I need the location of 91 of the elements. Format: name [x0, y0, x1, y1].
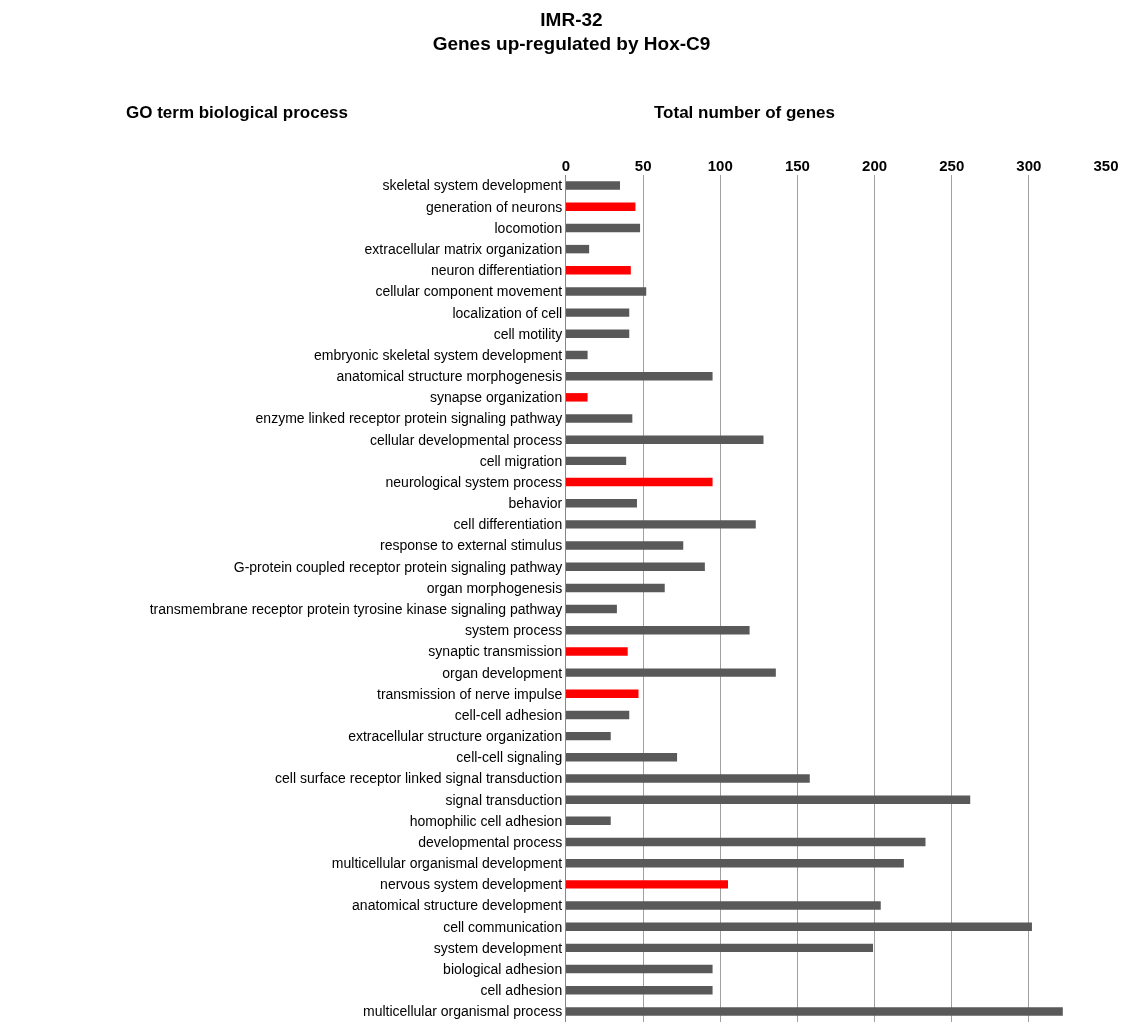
bar	[566, 922, 1032, 931]
y-tick-label: synaptic transmission	[428, 643, 563, 660]
bar	[566, 244, 590, 254]
y-tick-label: cell surface receptor linked signal transduction	[275, 770, 563, 787]
x-tick-label: 0	[561, 157, 571, 174]
y-tick-label: synapse organization	[429, 389, 563, 406]
bar	[566, 223, 641, 233]
bar	[566, 795, 971, 804]
y-tick-label: multicellular organismal process	[363, 1003, 563, 1020]
y-tick-label: transmission of nerve impulse	[377, 685, 563, 702]
y-tick-label: homophilic cell adhesion	[409, 812, 563, 829]
y-tick-label: system process	[464, 622, 563, 639]
y-tick-label: anatomical structure development	[352, 897, 563, 914]
x-axis-title: Total number of genes	[654, 103, 836, 122]
bar	[566, 689, 639, 699]
bar	[566, 456, 627, 466]
bar	[566, 837, 926, 847]
bar	[566, 986, 713, 995]
bar	[566, 393, 588, 402]
bar	[566, 181, 620, 190]
y-tick-label: localization of cell	[452, 304, 563, 321]
bar	[566, 435, 764, 444]
bar	[566, 371, 713, 381]
bar	[566, 202, 636, 211]
y-tick-label: behavior	[508, 495, 563, 512]
y-tick-label: biological adhesion	[443, 960, 563, 977]
bar	[566, 731, 611, 741]
x-tick-label: 100	[707, 157, 733, 174]
y-tick-label: cell motility	[493, 325, 563, 342]
y-tick-label: organ morphogenesis	[426, 579, 563, 596]
y-tick-label: neuron differentiation	[430, 262, 563, 279]
y-tick-label: cell-cell adhesion	[454, 706, 563, 723]
bar	[566, 583, 665, 593]
bar	[566, 901, 881, 910]
y-tick-label: generation of neurons	[425, 198, 563, 215]
y-tick-label: G-protein coupled receptor protein signaling pathway	[233, 558, 563, 575]
y-tick-label: developmental process	[418, 833, 563, 850]
bar	[566, 668, 776, 677]
x-tick-label: 200	[862, 157, 888, 174]
y-tick-label: cell-cell signaling	[456, 749, 563, 766]
y-tick-label: neurological system process	[385, 473, 563, 490]
x-tick-label: 350	[1093, 157, 1119, 174]
bar	[566, 477, 713, 487]
y-tick-label: cell adhesion	[480, 982, 563, 999]
bar	[566, 964, 713, 974]
bar	[566, 647, 628, 656]
bar	[566, 266, 631, 275]
y-tick-label: nervous system development	[380, 876, 563, 893]
bar	[566, 541, 684, 550]
x-tick-label: 50	[634, 157, 652, 174]
bar	[566, 1007, 1063, 1016]
bar	[566, 858, 904, 868]
y-tick-label: cell differentiation	[453, 516, 563, 533]
bar	[566, 329, 630, 339]
y-tick-label: skeletal system development	[382, 177, 563, 194]
bar	[566, 774, 810, 783]
bar	[566, 414, 633, 423]
bar	[566, 943, 874, 953]
bar	[566, 710, 630, 720]
bar	[566, 350, 588, 360]
bar	[566, 753, 678, 762]
bar	[566, 308, 630, 317]
y-tick-label: embryonic skeletal system development	[313, 346, 563, 363]
x-tick-label: 300	[1016, 157, 1042, 174]
bar	[566, 880, 728, 889]
y-tick-label: extracellular matrix organization	[364, 241, 563, 258]
y-tick-label: cellular developmental process	[369, 431, 563, 448]
x-tick-label: 250	[939, 157, 965, 174]
y-tick-label: response to external stimulus	[380, 537, 563, 554]
y-tick-label: system development	[433, 939, 563, 956]
bar	[566, 626, 750, 635]
y-tick-label: multicellular organismal development	[331, 855, 563, 872]
x-tick-label: 150	[784, 157, 810, 174]
y-tick-label: anatomical structure morphogenesis	[336, 368, 563, 385]
bar	[566, 816, 611, 826]
bar	[566, 287, 647, 296]
y-tick-label: extracellular structure organization	[348, 728, 563, 745]
y-tick-label: locomotion	[494, 219, 563, 236]
y-tick-label: cell migration	[479, 452, 563, 469]
bar	[566, 520, 756, 529]
y-tick-label: cell communication	[443, 918, 563, 935]
bar	[566, 562, 705, 571]
y-tick-label: cellular component movement	[375, 283, 563, 300]
bar	[566, 498, 637, 508]
bar	[566, 604, 617, 614]
y-tick-label: transmembrane receptor protein tyrosine kinase signaling pathway	[149, 600, 563, 617]
y-axis-title: GO term biological process	[126, 103, 349, 122]
y-tick-label: signal transduction	[445, 791, 563, 808]
y-tick-label: enzyme linked receptor protein signaling pathway	[255, 410, 563, 427]
y-tick-label: organ development	[442, 664, 563, 681]
chart-title: IMR-32 Genes up-regulated by Hox-C9	[432, 8, 711, 55]
